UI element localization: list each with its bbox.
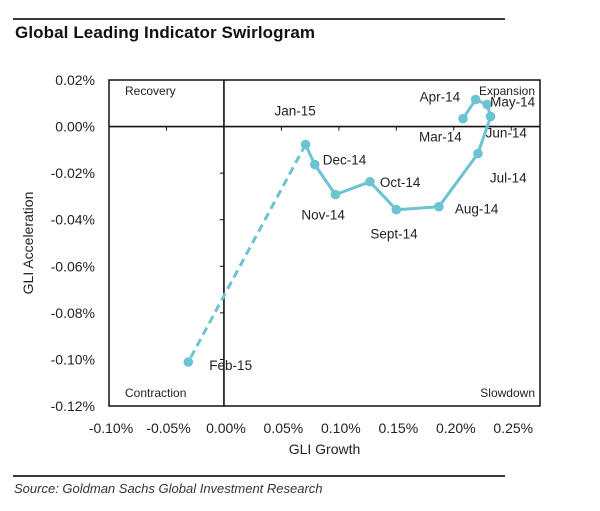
x-tick-label: 0.00% bbox=[206, 420, 246, 436]
y-tick-label: -0.10% bbox=[51, 351, 95, 367]
data-point bbox=[391, 204, 402, 215]
y-tick-label: -0.02% bbox=[51, 165, 95, 181]
data-point bbox=[473, 148, 483, 159]
y-tick-label: -0.04% bbox=[51, 212, 95, 228]
data-point-label: Feb-15 bbox=[209, 358, 252, 373]
data-point bbox=[300, 139, 311, 150]
data-point-label: Jun-14 bbox=[486, 126, 528, 141]
x-tick-label: 0.10% bbox=[321, 420, 361, 436]
y-tick-label: 0.02% bbox=[55, 72, 95, 88]
plot-frame bbox=[108, 79, 541, 407]
swirlogram-chart: 0.02% 0.00% -0.02% -0.04% -0.06% -0.08% -0.10%… bbox=[20, 72, 541, 457]
data-point-label: Dec-14 bbox=[323, 153, 367, 168]
data-point bbox=[485, 111, 496, 122]
data-point-label: May-14 bbox=[490, 94, 536, 109]
data-point-label: Apr-14 bbox=[420, 90, 461, 105]
data-point bbox=[434, 201, 444, 212]
quadrant-label-expansion: Expansion bbox=[479, 84, 535, 98]
source-rule bbox=[13, 475, 505, 477]
data-point bbox=[458, 113, 468, 124]
quadrant-label-recovery: Recovery bbox=[125, 84, 176, 98]
x-tick-label: 0.05% bbox=[264, 420, 304, 436]
quadrant-label-slowdown: Slowdown bbox=[480, 386, 535, 400]
source-note: Source: Goldman Sachs Global Investment … bbox=[14, 481, 323, 496]
data-point-label: Oct-14 bbox=[380, 175, 421, 190]
title-rule bbox=[13, 18, 505, 20]
data-point bbox=[330, 189, 341, 200]
y-tick-label: -0.06% bbox=[51, 258, 95, 274]
data-point-label: Sept-14 bbox=[370, 227, 418, 242]
x-axis-title: GLI Growth bbox=[289, 441, 361, 457]
x-tick-label: 0.25% bbox=[493, 420, 533, 436]
data-point bbox=[183, 357, 194, 367]
data-point bbox=[470, 94, 481, 105]
x-tick-label: 0.20% bbox=[436, 420, 476, 436]
data-point-label: Nov-14 bbox=[301, 208, 345, 223]
data-point bbox=[482, 99, 492, 110]
data-point bbox=[365, 176, 375, 187]
data-point-label: Jan-15 bbox=[275, 104, 316, 119]
y-tick-label: -0.12% bbox=[51, 398, 95, 414]
y-axis-title: GLI Acceleration bbox=[20, 192, 36, 295]
data-point-label: Mar-14 bbox=[419, 130, 462, 145]
x-tick-label: 0.15% bbox=[378, 420, 418, 436]
y-tick-label: 0.00% bbox=[55, 119, 95, 135]
x-tick-label: -0.05% bbox=[146, 420, 190, 436]
data-point bbox=[309, 159, 320, 170]
series-line-dashed bbox=[186, 143, 307, 363]
x-tick-label: -0.10% bbox=[89, 420, 133, 436]
quadrant-label-contraction: Contraction bbox=[125, 386, 186, 400]
data-point-label: Aug-14 bbox=[455, 202, 499, 217]
data-point-label: Jul-14 bbox=[490, 171, 527, 186]
y-tick-label: -0.08% bbox=[51, 305, 95, 321]
chart-title: Global Leading Indicator Swirlogram bbox=[15, 23, 316, 42]
